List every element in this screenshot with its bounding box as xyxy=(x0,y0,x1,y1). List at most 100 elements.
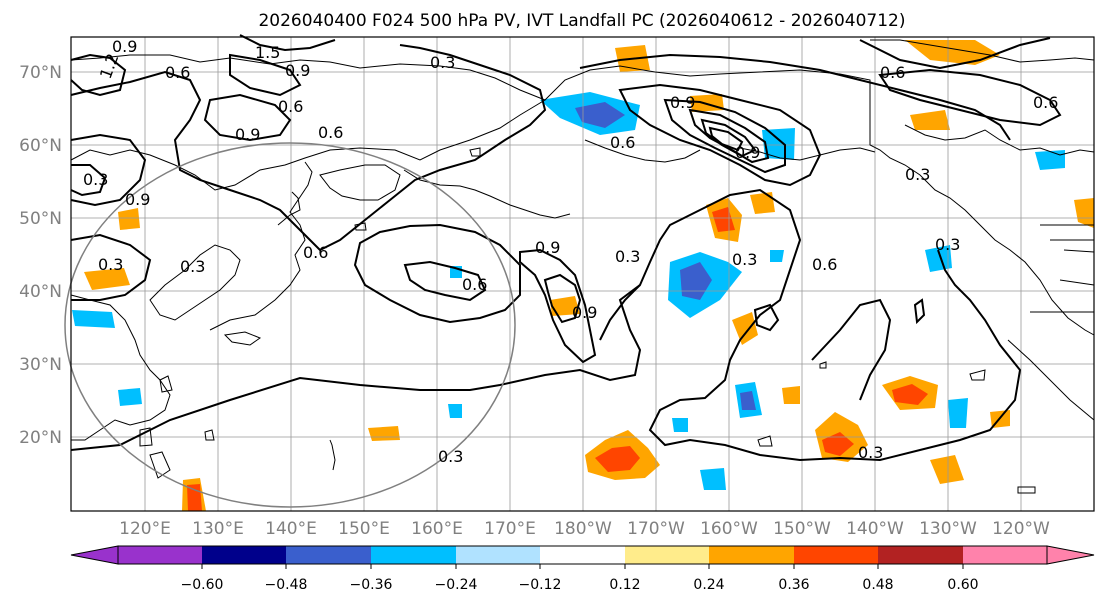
contour-label: 0.6 xyxy=(165,63,190,82)
landfall-region-circle xyxy=(64,142,516,508)
figure-title: 2026040400 F024 500 hPa PV, IVT Landfall… xyxy=(258,11,905,31)
contour-label: 0.9 xyxy=(285,61,310,80)
contour-label: 0.9 xyxy=(535,238,560,257)
contour-label: 0.3 xyxy=(732,250,757,269)
contour-label: 0.9 xyxy=(125,190,150,209)
lon-label: 160°E xyxy=(411,519,463,539)
colorbar-tick-label: −0.48 xyxy=(265,577,308,593)
latitude-labels: 70°N 60°N 50°N 40°N 30°N 20°N xyxy=(19,63,62,448)
shade-positive xyxy=(118,208,140,230)
shade-positive xyxy=(368,426,400,441)
colorbar-bin xyxy=(371,546,456,564)
shade-negative xyxy=(672,418,688,432)
contour-label: 0.6 xyxy=(812,255,837,274)
contour-label: 1.5 xyxy=(255,43,280,62)
shade-negative xyxy=(1035,150,1065,170)
shade-positive xyxy=(84,268,130,290)
map-panel: 0.9 1.2 1.5 0.6 0.3 0.9 0.6 0.9 0.6 0.3 … xyxy=(64,34,1095,512)
lon-label: 140°W xyxy=(846,519,904,539)
colorbar-bin xyxy=(540,546,625,564)
shade-positive xyxy=(905,40,1000,65)
contour-label: 0.9 xyxy=(572,303,597,322)
contour-label: 0.3 xyxy=(98,255,123,274)
lat-label: 70°N xyxy=(19,63,62,83)
contour-label: 0.3 xyxy=(905,165,930,184)
colorbar: −0.60 −0.48 −0.36 −0.24 −0.12 0.12 0.24 … xyxy=(70,545,1095,593)
shade-strong-negative xyxy=(740,391,756,410)
shade-positive xyxy=(782,386,800,404)
lon-label: 150°E xyxy=(338,519,390,539)
lon-label: 180°W xyxy=(554,519,612,539)
shade-positive xyxy=(930,455,964,484)
colorbar-tick-marks xyxy=(201,564,964,569)
shade-positive xyxy=(750,192,775,214)
colorbar-tick-label: 0.12 xyxy=(609,577,640,593)
pv-contours xyxy=(70,34,1062,462)
contour-label: 0.9 xyxy=(235,125,260,144)
colorbar-tick-label: 0.24 xyxy=(693,577,724,593)
shade-strong-positive xyxy=(892,384,928,405)
shade-positive xyxy=(550,296,580,316)
shade-negative xyxy=(925,245,952,272)
lon-label: 130°W xyxy=(919,519,977,539)
shade-negative xyxy=(118,388,142,406)
contour-label: 0.3 xyxy=(438,447,463,466)
ivt-shading xyxy=(72,40,1094,511)
contour-label: 0.3 xyxy=(83,170,108,189)
colorbar-bin xyxy=(878,546,963,564)
contour-label: 0.3 xyxy=(858,443,883,462)
colorbar-tick-label: 0.36 xyxy=(778,577,809,593)
colorbar-tick-label: −0.12 xyxy=(519,577,562,593)
contour-label: 0.6 xyxy=(1033,93,1058,112)
contour-label: 0.9 xyxy=(112,37,137,56)
contour-label: 0.9 xyxy=(670,93,695,112)
colorbar-bin xyxy=(794,546,878,564)
shade-negative xyxy=(700,468,726,490)
colorbar-bin xyxy=(286,546,371,564)
colorbar-tick-label: −0.24 xyxy=(435,577,478,593)
contour-label: 0.6 xyxy=(880,63,905,82)
lon-label: 130°E xyxy=(192,519,244,539)
colorbar-tick-labels: −0.60 −0.48 −0.36 −0.24 −0.12 0.12 0.24 … xyxy=(181,577,979,593)
lat-label: 50°N xyxy=(19,209,62,229)
contour-label: 0.3 xyxy=(935,235,960,254)
shade-strong-positive xyxy=(595,446,640,472)
shade-strong-negative xyxy=(680,262,712,300)
shade-negative xyxy=(762,128,795,160)
lon-label: 140°E xyxy=(265,519,317,539)
lat-label: 40°N xyxy=(19,282,62,302)
colorbar-bin xyxy=(625,546,709,564)
colorbar-min-extend xyxy=(70,545,119,565)
lon-label: 170°E xyxy=(484,519,536,539)
lon-label: 170°W xyxy=(627,519,685,539)
colorbar-tick-label: 0.60 xyxy=(947,577,978,593)
lon-label: 150°W xyxy=(773,519,831,539)
colorbar-bin xyxy=(118,546,202,564)
lon-label: 120°W xyxy=(992,519,1050,539)
contour-label: 0.6 xyxy=(462,275,487,294)
lat-label: 20°N xyxy=(19,428,62,448)
contour-label: 0.9 xyxy=(735,143,760,162)
colorbar-max-extend xyxy=(1046,545,1095,565)
contour-label: 0.6 xyxy=(610,133,635,152)
contour-label: 0.3 xyxy=(180,257,205,276)
shade-strong-negative xyxy=(575,102,625,128)
contour-label: 0.3 xyxy=(430,53,455,72)
colorbar-bin xyxy=(963,546,1047,564)
shade-negative xyxy=(770,250,784,262)
contour-label: 0.3 xyxy=(615,247,640,266)
shade-positive xyxy=(1074,198,1094,228)
colorbar-tick-label: −0.36 xyxy=(350,577,393,593)
contour-label: 0.6 xyxy=(278,97,303,116)
colorbar-frame xyxy=(117,545,1048,565)
lon-label: 120°E xyxy=(119,519,171,539)
contour-label-layer: 0.9 1.2 1.5 0.6 0.3 0.9 0.6 0.9 0.6 0.3 … xyxy=(83,37,1058,466)
shade-strong-positive xyxy=(822,432,854,456)
shade-negative xyxy=(448,404,462,418)
shade-positive xyxy=(910,110,950,130)
colorbar-bin xyxy=(709,546,794,564)
colorbar-bin xyxy=(202,546,286,564)
lat-label: 30°N xyxy=(19,355,62,375)
map-frame xyxy=(70,36,1095,512)
